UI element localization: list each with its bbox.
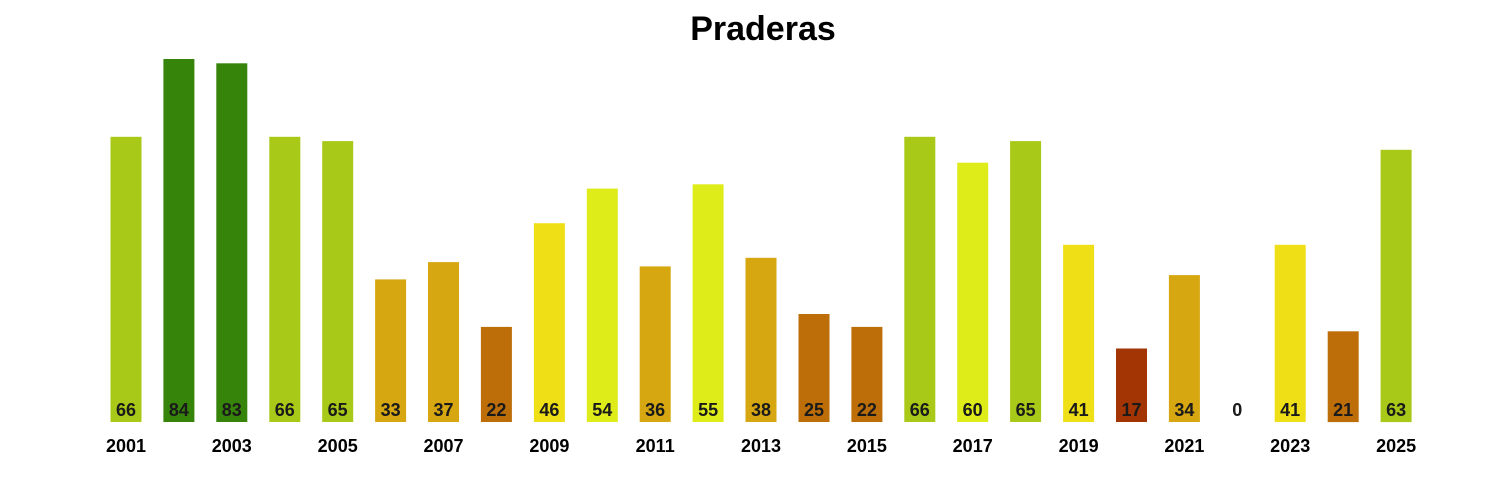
x-axis-tick-labels: 2001 2003 2005 2007 2009 2011 2013 2015 2017 2019…	[106, 436, 1416, 456]
bar-2007	[428, 262, 459, 422]
chart-title: Praderas	[690, 10, 836, 48]
bar-2008	[480, 326, 512, 422]
bar-2017	[957, 162, 989, 422]
value-label-2005: 65	[328, 400, 348, 420]
value-label-2015: 22	[857, 400, 877, 420]
value-label-2019: 41	[1069, 400, 1089, 420]
bar-2003	[216, 63, 248, 423]
value-label-2010: 54	[592, 400, 612, 420]
value-label-2023: 41	[1280, 400, 1300, 420]
value-label-2004: 66	[275, 400, 295, 420]
bars-group	[110, 59, 1412, 423]
bar-2002	[163, 59, 195, 422]
value-label-2016: 66	[910, 400, 930, 420]
x-tick-label-2015: 2015	[847, 436, 887, 456]
bar-2019	[1063, 244, 1095, 422]
value-label-2017: 60	[963, 400, 983, 420]
bar-2015	[851, 326, 883, 422]
x-tick-label-2025: 2025	[1376, 436, 1416, 456]
bar-2024	[1327, 331, 1359, 423]
value-label-2012: 55	[698, 400, 718, 420]
value-label-2003: 83	[222, 400, 242, 420]
bar-2020	[1116, 348, 1147, 422]
bar-2006	[375, 279, 407, 422]
bar-2016	[904, 136, 936, 423]
x-tick-label-2003: 2003	[212, 436, 252, 456]
value-label-2008: 22	[486, 400, 506, 420]
value-label-2009: 46	[539, 400, 559, 420]
x-tick-label-2017: 2017	[953, 436, 993, 456]
bar-2023	[1274, 244, 1306, 422]
value-label-2021: 34	[1174, 400, 1194, 420]
value-label-2011: 36	[645, 400, 665, 420]
value-label-2020: 17	[1121, 400, 1141, 420]
bar-2013	[745, 257, 777, 422]
x-tick-label-2005: 2005	[318, 436, 358, 456]
bar-2025	[1380, 149, 1412, 423]
bar-2021	[1168, 275, 1200, 422]
value-label-2002: 84	[169, 400, 189, 420]
bar-2018	[1010, 141, 1042, 422]
x-tick-label-2021: 2021	[1164, 436, 1204, 456]
bar-2012	[692, 184, 724, 422]
x-tick-label-2001: 2001	[106, 436, 146, 456]
value-label-2007: 37	[433, 400, 453, 420]
x-tick-label-2009: 2009	[529, 436, 569, 456]
value-labels-group: 66 84 83 66 65 33 37 22 46 54 36 55 38 25 22 66 60 65 41 17…	[116, 400, 1406, 420]
bar-2001	[110, 136, 142, 423]
bar-2005	[322, 141, 354, 422]
value-label-2024: 21	[1333, 400, 1353, 420]
value-label-2014: 25	[804, 400, 824, 420]
bar-2010	[586, 188, 618, 422]
x-tick-label-2007: 2007	[423, 436, 463, 456]
x-tick-label-2019: 2019	[1059, 436, 1099, 456]
value-label-2022: 0	[1232, 400, 1242, 420]
value-label-2001: 66	[116, 400, 136, 420]
x-tick-label-2023: 2023	[1270, 436, 1310, 456]
value-label-2018: 65	[1016, 400, 1036, 420]
bar-2004	[269, 136, 301, 423]
x-tick-label-2011: 2011	[636, 436, 675, 456]
value-label-2006: 33	[381, 400, 401, 420]
bar-2014	[798, 314, 830, 422]
bar-2011	[639, 266, 671, 422]
bar-2009	[533, 223, 565, 422]
value-label-2025: 63	[1386, 400, 1406, 420]
value-label-2013: 38	[751, 400, 771, 420]
x-tick-label-2013: 2013	[741, 436, 781, 456]
